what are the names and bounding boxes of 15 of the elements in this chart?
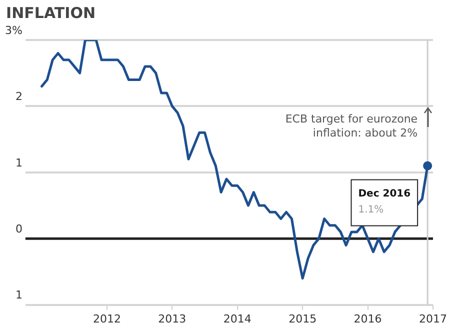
annotation: 1.1% xyxy=(358,204,384,216)
y-tick-label: 1 xyxy=(15,288,22,302)
x-tick-label: 2016 xyxy=(354,312,382,326)
chart-title: INFLATION xyxy=(6,4,96,22)
annotation: ECB target for eurozone inflation: about 2% xyxy=(285,112,418,140)
y-tick-label: 0 xyxy=(15,222,22,236)
x-tick-label: 2017 xyxy=(419,312,448,326)
x-tick-label: 2015 xyxy=(288,312,317,326)
y-tick-label: 1 xyxy=(15,156,22,170)
x-tick-label: 2012 xyxy=(92,312,121,326)
y-tick-label: 3% xyxy=(5,24,22,37)
x-tick-label: 2014 xyxy=(223,312,252,326)
annotation: Dec 2016 xyxy=(358,188,411,200)
x-tick-label: 2013 xyxy=(158,312,186,326)
y-tick-label: 2 xyxy=(15,90,22,104)
